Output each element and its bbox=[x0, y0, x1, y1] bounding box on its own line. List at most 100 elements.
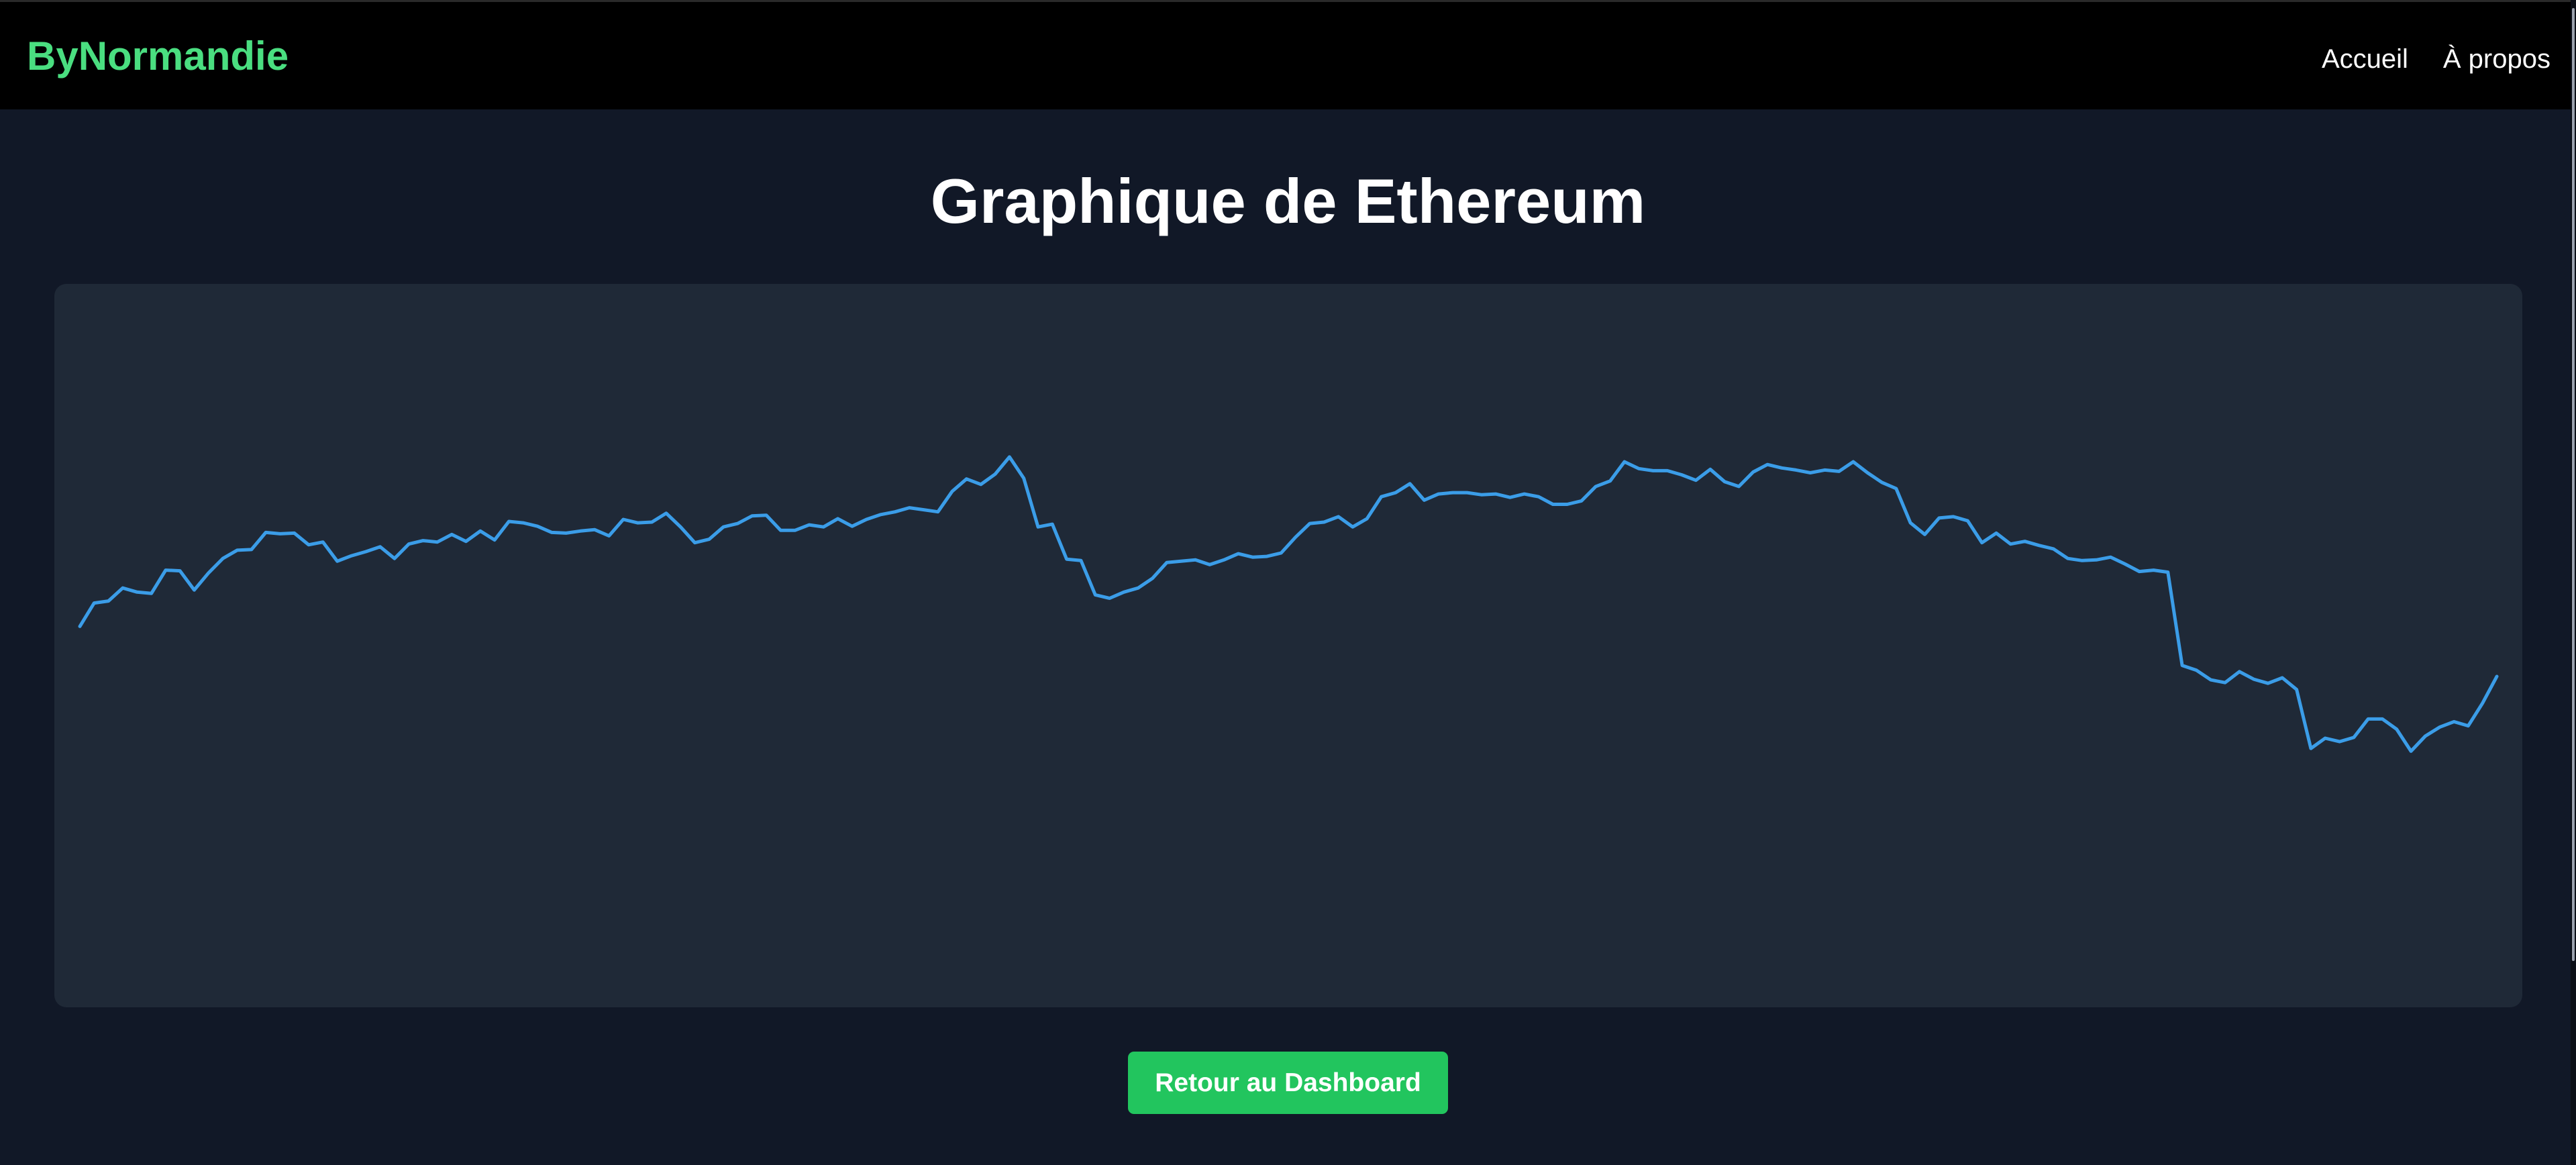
data-point bbox=[636, 521, 639, 525]
price-line-chart bbox=[78, 455, 2499, 753]
data-point bbox=[908, 506, 911, 509]
data-point bbox=[836, 517, 839, 520]
data-point bbox=[1523, 493, 1526, 496]
data-point bbox=[378, 545, 382, 548]
data-points-layer bbox=[79, 455, 2498, 753]
data-point bbox=[93, 601, 96, 605]
data-point bbox=[79, 625, 81, 628]
data-point bbox=[464, 540, 468, 543]
data-point bbox=[1451, 491, 1455, 495]
data-point bbox=[1580, 499, 1583, 503]
scrollbar-thumb[interactable] bbox=[2572, 8, 2575, 961]
data-point bbox=[1165, 561, 1168, 564]
data-point bbox=[1608, 479, 1612, 483]
data-point bbox=[1952, 515, 1955, 518]
data-point bbox=[951, 490, 954, 493]
data-point bbox=[2281, 676, 2284, 679]
data-point bbox=[1894, 487, 1898, 490]
data-point bbox=[1980, 541, 1983, 544]
data-point bbox=[307, 543, 310, 546]
data-point bbox=[1337, 515, 1340, 518]
data-point bbox=[435, 540, 439, 544]
data-point bbox=[1780, 466, 1784, 470]
data-point bbox=[1737, 485, 1741, 488]
data-point bbox=[750, 514, 754, 517]
data-point bbox=[478, 529, 482, 533]
data-point bbox=[1065, 558, 1068, 561]
data-point bbox=[1122, 591, 1125, 594]
data-point bbox=[822, 525, 825, 529]
page-scrollbar[interactable] bbox=[2571, 0, 2576, 1165]
data-point bbox=[2481, 701, 2484, 705]
data-point bbox=[1794, 468, 1798, 472]
data-point bbox=[236, 548, 239, 552]
data-point bbox=[536, 525, 539, 528]
data-point bbox=[2123, 562, 2126, 566]
data-point bbox=[207, 571, 210, 574]
data-point bbox=[1723, 480, 1727, 483]
data-point bbox=[1923, 533, 1926, 536]
data-point bbox=[1637, 467, 1641, 470]
data-point bbox=[1937, 516, 1941, 519]
data-point bbox=[650, 521, 654, 523]
data-point bbox=[393, 557, 396, 560]
data-point bbox=[1537, 495, 1540, 499]
data-point bbox=[1008, 455, 1011, 458]
data-point bbox=[2267, 682, 2269, 685]
data-point bbox=[2438, 725, 2441, 729]
data-point bbox=[2338, 740, 2341, 744]
data-point bbox=[507, 520, 511, 523]
data-point bbox=[2109, 556, 2112, 559]
back-to-dashboard-button[interactable]: Retour au Dashboard bbox=[1128, 1052, 1448, 1114]
data-point bbox=[1437, 493, 1440, 496]
data-point bbox=[1465, 491, 1469, 495]
nav-link-accueil[interactable]: Accueil bbox=[2321, 44, 2408, 74]
data-point bbox=[1022, 476, 1025, 480]
data-point bbox=[2453, 720, 2456, 723]
data-point bbox=[1708, 468, 1712, 471]
data-point bbox=[2138, 570, 2141, 573]
data-point bbox=[736, 522, 739, 525]
data-point bbox=[664, 511, 668, 515]
data-point bbox=[1837, 470, 1841, 473]
data-point bbox=[1294, 536, 1297, 539]
brand-logo[interactable]: ByNormandie bbox=[27, 34, 289, 79]
data-point bbox=[2166, 570, 2169, 574]
data-point bbox=[1594, 485, 1598, 488]
data-point bbox=[1208, 563, 1211, 566]
data-point bbox=[1480, 493, 1483, 497]
data-point bbox=[150, 592, 153, 595]
data-point bbox=[779, 529, 782, 532]
data-point bbox=[278, 532, 282, 536]
data-point bbox=[2410, 750, 2413, 753]
data-point bbox=[979, 483, 982, 486]
data-point bbox=[1323, 521, 1326, 523]
data-point bbox=[1995, 531, 1998, 535]
data-point bbox=[421, 539, 425, 542]
nav-links: Accueil À propos bbox=[2322, 37, 2551, 81]
data-point bbox=[1037, 525, 1039, 529]
data-point bbox=[1108, 597, 1111, 600]
data-point bbox=[765, 513, 768, 517]
data-point bbox=[1080, 559, 1082, 562]
data-point bbox=[994, 472, 997, 476]
data-point bbox=[922, 508, 925, 511]
data-point bbox=[250, 548, 253, 551]
data-point bbox=[1808, 471, 1812, 474]
data-point bbox=[2095, 558, 2098, 562]
data-point bbox=[521, 521, 525, 525]
data-point bbox=[221, 557, 225, 560]
data-point bbox=[1308, 522, 1311, 525]
data-point bbox=[1351, 525, 1354, 529]
data-point bbox=[1651, 469, 1655, 472]
data-point bbox=[1408, 482, 1412, 485]
data-point bbox=[1380, 495, 1383, 499]
data-point bbox=[2381, 717, 2384, 721]
nav-link-a-propos[interactable]: À propos bbox=[2442, 44, 2551, 74]
data-point bbox=[2252, 678, 2255, 681]
data-point bbox=[936, 510, 939, 513]
data-point bbox=[1137, 587, 1140, 590]
data-point bbox=[564, 531, 568, 535]
data-point bbox=[679, 525, 682, 529]
data-point bbox=[1051, 523, 1054, 526]
